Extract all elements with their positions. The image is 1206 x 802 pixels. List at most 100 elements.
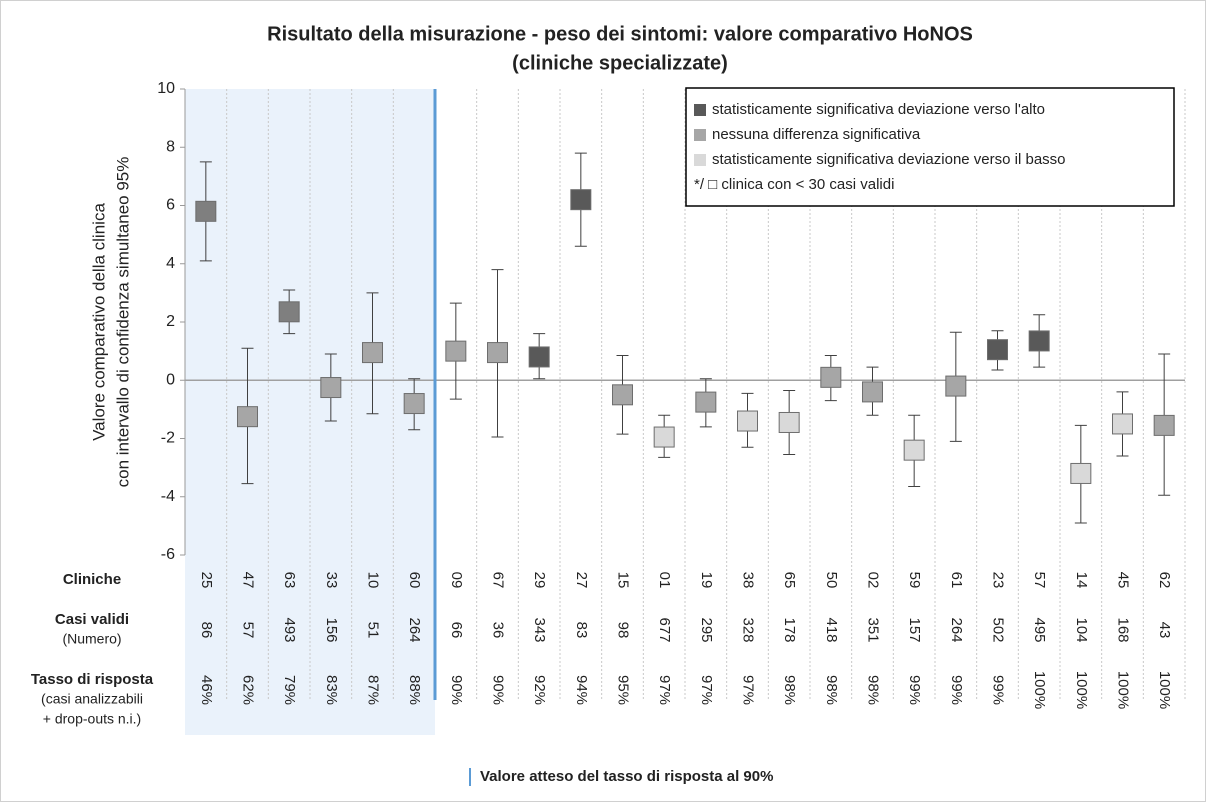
y-axis-label: Valore comparativo della clinica — [89, 203, 108, 441]
response-rate: 88% — [406, 675, 423, 705]
valid-cases: 264 — [948, 617, 965, 642]
row-label: Cliniche — [63, 571, 121, 588]
row-label: Tasso di risposta — [31, 671, 154, 688]
point-marker — [903, 439, 925, 461]
clinic-id: 45 — [1115, 572, 1132, 589]
valid-cases: 168 — [1115, 617, 1132, 642]
clinic-id: 47 — [240, 572, 257, 589]
response-rate: 62% — [240, 675, 257, 705]
point-marker — [820, 366, 842, 388]
valid-cases: 43 — [1156, 622, 1173, 639]
clinic-id: 23 — [990, 572, 1007, 589]
valid-cases: 343 — [531, 617, 548, 642]
point-marker — [1153, 414, 1175, 436]
chart-title: Risultato della misurazione - peso dei s… — [267, 23, 973, 45]
valid-cases: 264 — [406, 617, 423, 642]
point-marker — [1028, 330, 1050, 352]
response-rate: 98% — [781, 675, 798, 705]
point-marker — [945, 375, 967, 397]
y-tick-label: -4 — [161, 488, 175, 505]
response-rate: 97% — [740, 675, 757, 705]
clinic-id: 09 — [448, 572, 465, 589]
legend-swatch — [694, 104, 706, 116]
legend-swatch — [694, 129, 706, 141]
response-rate: 94% — [573, 675, 590, 705]
row-label: Casi validi — [55, 611, 129, 628]
legend-swatch — [694, 154, 706, 166]
point-marker — [737, 410, 758, 432]
chart-title: (cliniche specializzate) — [512, 52, 728, 74]
y-tick-label: 4 — [166, 255, 175, 272]
y-tick-label: 10 — [157, 80, 175, 97]
point-marker — [862, 381, 883, 403]
y-tick-label: -2 — [161, 430, 175, 447]
valid-cases: 677 — [656, 617, 673, 642]
response-rate: 79% — [281, 675, 298, 705]
valid-cases: 98 — [615, 622, 632, 639]
clinic-id: 38 — [740, 572, 757, 589]
clinic-id: 62 — [1156, 572, 1173, 589]
point-marker — [320, 377, 342, 399]
response-rate: 87% — [365, 675, 382, 705]
legend-label: statisticamente significativa deviazione… — [712, 101, 1045, 118]
response-rate: 90% — [490, 675, 507, 705]
response-rate: 97% — [698, 675, 715, 705]
clinic-id: 27 — [573, 572, 590, 589]
point-marker — [445, 340, 467, 362]
valid-cases: 66 — [448, 622, 465, 639]
response-rate: 100% — [1115, 671, 1132, 709]
clinic-id: 67 — [490, 572, 507, 589]
response-rate: 100% — [1073, 671, 1090, 709]
row-label: + drop-outs n.i.) — [43, 711, 141, 727]
clinic-id: 61 — [948, 572, 965, 589]
valid-cases: 86 — [198, 622, 215, 639]
point-marker — [528, 346, 550, 368]
point-marker — [403, 393, 425, 415]
point-marker — [695, 391, 717, 413]
y-tick-label: 8 — [166, 138, 175, 155]
response-rate: 98% — [823, 675, 840, 705]
clinic-id: 57 — [1031, 572, 1048, 589]
valid-cases: 495 — [1031, 617, 1048, 642]
response-rate: 95% — [615, 675, 632, 705]
valid-cases: 83 — [573, 622, 590, 639]
point-marker — [195, 200, 217, 222]
legend-label: */ □ clinica con < 30 casi validi — [694, 176, 894, 193]
y-tick-label: 0 — [166, 371, 175, 388]
clinic-id: 50 — [823, 572, 840, 589]
valid-cases: 51 — [365, 622, 382, 639]
legend-label: nessuna differenza significativa — [712, 126, 921, 143]
point-marker — [487, 342, 508, 364]
valid-cases: 502 — [990, 617, 1007, 642]
valid-cases: 328 — [740, 617, 757, 642]
response-rate: 100% — [1156, 671, 1173, 709]
response-rate: 100% — [1031, 671, 1048, 709]
legend-label: statisticamente significativa deviazione… — [712, 151, 1066, 168]
clinic-id: 60 — [406, 572, 423, 589]
point-marker — [278, 301, 300, 323]
clinic-id: 01 — [656, 572, 673, 589]
valid-cases: 493 — [281, 617, 298, 642]
y-tick-label: 6 — [166, 197, 175, 214]
response-rate: 99% — [990, 675, 1007, 705]
response-rate: 99% — [906, 675, 923, 705]
clinic-id: 10 — [365, 572, 382, 589]
valid-cases: 295 — [698, 617, 715, 642]
response-rate: 99% — [948, 675, 965, 705]
response-rate: 90% — [448, 675, 465, 705]
clinic-id: 14 — [1073, 572, 1090, 589]
clinic-id: 65 — [781, 572, 798, 589]
valid-cases: 418 — [823, 617, 840, 642]
clinic-id: 25 — [198, 572, 215, 589]
row-label: (Numero) — [62, 631, 121, 647]
valid-cases: 351 — [865, 617, 882, 642]
row-label: (casi analizzabili — [41, 691, 143, 707]
clinic-id: 15 — [615, 572, 632, 589]
valid-cases: 157 — [906, 617, 923, 642]
point-marker — [570, 189, 592, 211]
y-tick-label: -6 — [161, 546, 175, 563]
valid-cases: 36 — [490, 622, 507, 639]
response-rate: 92% — [531, 675, 548, 705]
point-marker — [1070, 462, 1092, 484]
